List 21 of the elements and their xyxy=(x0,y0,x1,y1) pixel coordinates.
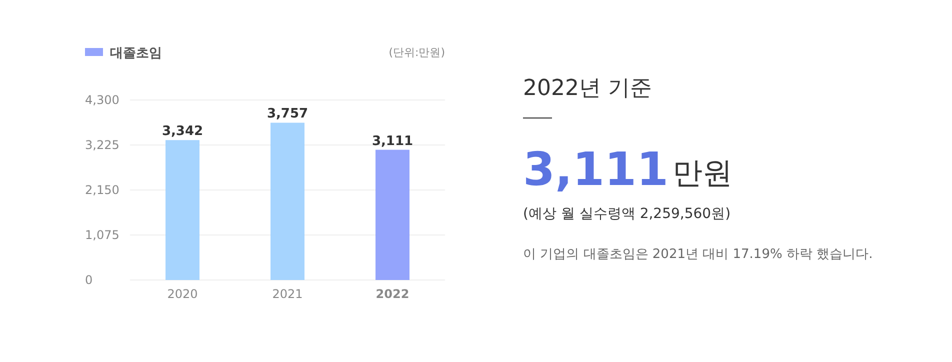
text: 이 기업의 대졸초임은 2021년 대비 17.19% 하락 했습니다. xyxy=(523,247,873,262)
y-tick-label: 0 xyxy=(85,273,93,287)
bar xyxy=(376,150,410,280)
text: 만원 xyxy=(672,156,733,191)
x-tick-label: 2021 xyxy=(272,287,303,301)
text: 3,111 xyxy=(523,142,669,196)
x-tick-label: 2020 xyxy=(167,287,198,301)
text: 2022년 기준 xyxy=(523,76,652,101)
text: (단위:만원) xyxy=(388,46,445,59)
y-tick-label: 1,075 xyxy=(85,228,120,242)
y-tick-label: 2,150 xyxy=(85,183,120,197)
data-label: 3,757 xyxy=(266,106,308,122)
data-label: 3,111 xyxy=(372,134,414,149)
bar xyxy=(270,122,304,280)
x-tick-label: 2022 xyxy=(376,287,410,301)
y-tick-label: 4,300 xyxy=(85,93,120,107)
text: (예상 월 실수령액 2,259,560원) xyxy=(523,206,731,222)
legend-label: 대졸초임 xyxy=(110,46,162,61)
y-tick-label: 3,225 xyxy=(85,138,120,152)
bar xyxy=(166,140,200,280)
data-label: 3,342 xyxy=(162,124,204,140)
